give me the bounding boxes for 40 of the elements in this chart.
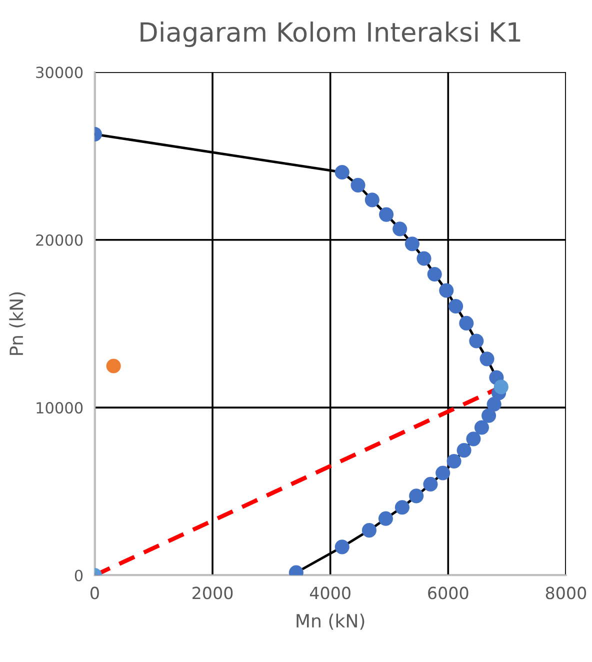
point (436, 466, 450, 480)
point (456, 443, 472, 458)
y-tick-label: 30000 (36, 66, 83, 78)
point (334, 164, 350, 180)
point (480, 352, 494, 366)
point (364, 192, 380, 208)
point (362, 523, 376, 538)
point (486, 396, 502, 412)
point (350, 178, 366, 192)
point (466, 432, 481, 446)
x-tick-label: 4000 (310, 586, 350, 600)
point (334, 540, 350, 554)
point (394, 500, 410, 515)
point (416, 251, 432, 266)
point (448, 298, 464, 314)
y-axis-title: Pn (kN) (9, 292, 26, 355)
x-tick-label: 8000 (546, 586, 586, 600)
point (423, 476, 438, 492)
point (469, 334, 484, 348)
y-tick-label: 0 (74, 570, 83, 582)
point (392, 222, 408, 236)
point (378, 511, 393, 526)
point (459, 316, 474, 330)
point (427, 266, 442, 282)
chart-title: Diagaram Kolom Interaksi K1 (140, 22, 520, 48)
point (494, 380, 508, 394)
x-tick-label: 2000 (192, 586, 233, 600)
point (446, 454, 462, 469)
point (482, 408, 496, 423)
point (379, 207, 394, 222)
x-axis-title: Mn (kN) (296, 614, 364, 630)
point (106, 358, 121, 374)
y-tick-label: 20000 (36, 234, 83, 246)
point (404, 236, 420, 252)
x-tick-label: 6000 (428, 586, 468, 600)
point (439, 283, 454, 298)
point (474, 420, 490, 435)
x-tick-label: 0 (90, 586, 99, 600)
point (409, 488, 424, 504)
y-tick-label: 10000 (36, 402, 83, 414)
